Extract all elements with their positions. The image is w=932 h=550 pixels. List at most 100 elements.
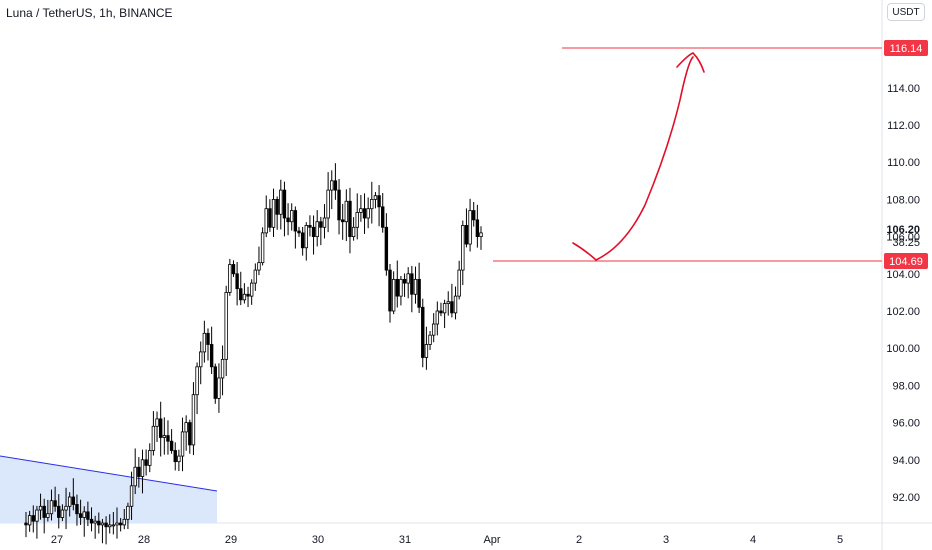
candle — [104, 516, 108, 545]
candle — [169, 429, 174, 454]
candle-body — [290, 210, 294, 223]
candle-body — [82, 511, 86, 518]
candle — [188, 419, 192, 454]
candle — [78, 499, 83, 525]
candle — [173, 442, 177, 471]
candle — [53, 486, 57, 512]
candle — [388, 263, 392, 323]
candle — [377, 185, 381, 227]
candle — [228, 258, 232, 296]
candle-body — [162, 435, 167, 438]
candle — [413, 266, 418, 304]
candle — [155, 411, 159, 442]
candle — [246, 286, 250, 308]
candle — [260, 227, 265, 266]
currency-button[interactable]: USDT — [887, 3, 925, 21]
candle — [184, 415, 188, 451]
candle — [282, 181, 287, 237]
candle-body — [137, 466, 141, 477]
candle-body — [413, 278, 418, 295]
resistance-price-tag — [884, 39, 928, 56]
candle-body — [468, 210, 472, 245]
candle — [461, 220, 465, 286]
candle-body — [191, 394, 196, 446]
candle-body — [435, 310, 440, 325]
candle — [315, 210, 319, 247]
candle-body — [373, 195, 378, 200]
candle — [410, 265, 414, 313]
candle-body — [399, 278, 403, 297]
candle-body — [464, 225, 469, 245]
candle-body — [217, 377, 221, 399]
candle — [199, 341, 203, 385]
candle-body — [64, 505, 68, 511]
candle-body — [384, 226, 389, 271]
candle — [359, 194, 363, 222]
candle-body — [78, 513, 83, 518]
candle — [421, 298, 425, 368]
candle-body — [126, 505, 130, 520]
candle — [253, 263, 258, 291]
candle-body — [330, 180, 334, 191]
candle-body — [297, 230, 301, 234]
candle-body — [202, 332, 207, 353]
candle-body — [195, 366, 199, 396]
candle — [355, 193, 359, 240]
candle-body — [38, 505, 43, 511]
candle-body — [173, 450, 177, 463]
price-tick-label: 98.00 — [892, 380, 920, 392]
candle-body — [439, 310, 443, 314]
candle — [133, 448, 137, 495]
candle-body — [388, 269, 392, 312]
candle-body — [35, 509, 39, 522]
candle — [348, 187, 352, 254]
candle — [446, 291, 450, 316]
candle-body — [450, 301, 454, 314]
candle-body — [370, 198, 374, 210]
wedge-pattern-fill — [0, 456, 217, 523]
time-tick-label: 27 — [51, 534, 63, 546]
candle — [330, 170, 334, 210]
candle-body — [366, 208, 370, 219]
candle — [206, 328, 210, 361]
candle — [472, 201, 476, 227]
candle-body — [402, 278, 407, 284]
candle — [279, 179, 283, 230]
candle — [370, 181, 374, 224]
candle — [57, 494, 61, 529]
candle — [366, 197, 370, 229]
candle-body — [442, 303, 447, 314]
candle-body — [461, 225, 465, 271]
candle-body — [472, 210, 476, 221]
time-tick-label: 31 — [399, 534, 411, 546]
candle — [151, 411, 156, 456]
price-tick-label: 106.00 — [886, 232, 920, 244]
price-tick-label: 92.00 — [892, 492, 920, 504]
candle — [300, 226, 305, 256]
candle-body — [104, 522, 108, 528]
candle-body — [184, 422, 188, 433]
candle-body — [151, 425, 156, 451]
price-tick-label: 100.00 — [886, 343, 920, 355]
candle-body — [304, 225, 308, 249]
candle-body — [395, 278, 399, 297]
candle — [475, 204, 480, 248]
candle-body — [228, 264, 232, 293]
candle-body — [133, 466, 137, 487]
candle — [249, 279, 254, 305]
candle — [311, 215, 316, 255]
projection-path-drawing — [572, 56, 694, 261]
candle — [239, 271, 243, 306]
candle — [271, 188, 276, 238]
candle — [297, 226, 301, 237]
candle-body — [457, 269, 461, 297]
candle-body — [220, 358, 225, 379]
candle-body — [337, 189, 341, 221]
candle-body — [475, 219, 480, 238]
price-tag-label: 116.14 — [890, 43, 923, 55]
candle-body — [148, 450, 152, 466]
bar-countdown-label: 38:25 — [892, 237, 920, 249]
candle-body — [93, 520, 97, 524]
